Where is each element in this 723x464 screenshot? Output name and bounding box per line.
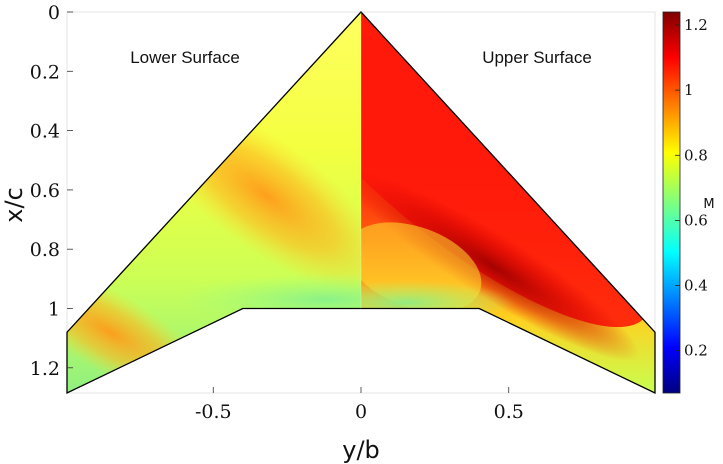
y-tick-label: 0.4	[30, 121, 60, 143]
y-tick-label: 1	[48, 298, 60, 320]
x-tick-label: 0	[355, 401, 367, 423]
colorbar-ticks: 0.2 0.4 0.6 0.8 1 1.2	[675, 16, 708, 360]
wing-planform-outline	[66, 11, 656, 395]
colorbar-tick-label: 1	[684, 81, 694, 99]
upper-surface-shock-band	[361, 23, 651, 328]
x-tick-label: 0.5	[494, 401, 524, 423]
lower-surface-label: Lower Surface	[130, 48, 240, 67]
y-axis-label: x/c	[0, 187, 28, 222]
colorbar-tick-label: 0.8	[684, 146, 708, 164]
colorbar-tick-label: 1.2	[684, 16, 708, 34]
colorbar-label: M	[703, 197, 714, 212]
colorbar	[662, 11, 681, 394]
x-tick-label: -0.5	[195, 401, 232, 423]
colorbar-tick-label: 0.6	[684, 211, 708, 229]
upper-surface-peak-mach-region	[361, 172, 640, 362]
y-axis-ticks: 0 0.2 0.4 0.6 0.8 1 1.2	[30, 2, 73, 380]
y-tick-label: 0.6	[30, 180, 60, 202]
colorbar-tick-label: 0.2	[684, 342, 708, 360]
colorbar-tick-label: 0.4	[684, 277, 708, 295]
y-tick-label: 0.2	[30, 61, 60, 83]
x-axis-label: y/b	[342, 436, 380, 464]
y-tick-label: 0.8	[30, 239, 60, 261]
y-tick-label: 1.2	[30, 358, 60, 380]
y-tick-label: 0	[48, 2, 60, 24]
upper-surface-label: Upper Surface	[482, 48, 592, 67]
x-axis-ticks: -0.5 0 0.5	[195, 387, 524, 423]
